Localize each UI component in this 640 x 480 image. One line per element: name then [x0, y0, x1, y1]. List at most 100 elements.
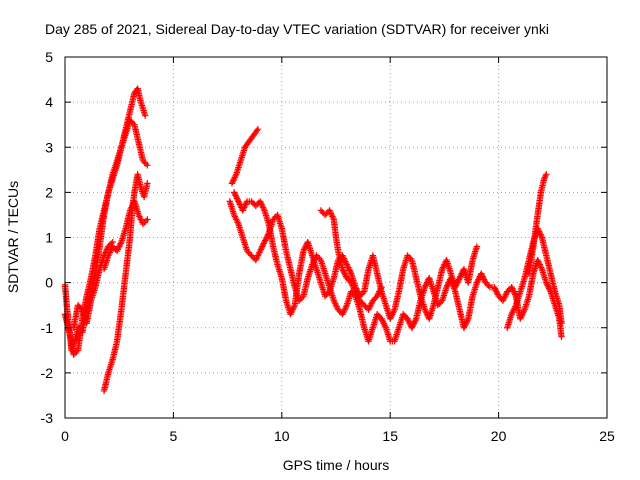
data-point [288, 308, 296, 315]
data-point [329, 214, 337, 222]
series-arc-d [100, 198, 151, 273]
grid-lines [65, 57, 607, 418]
data-point [482, 279, 489, 286]
data-point [411, 318, 418, 325]
data-point [518, 312, 525, 319]
data-point [259, 243, 266, 250]
data-point [334, 306, 342, 313]
data-point [460, 324, 468, 331]
chart-title: Day 285 of 2021, Sidereal Day-to-day VTE… [45, 21, 549, 37]
data-point [439, 265, 446, 273]
data-point [353, 289, 360, 297]
data-point [230, 177, 237, 184]
series-arc-f [228, 126, 262, 187]
data-point [101, 250, 108, 258]
data-point [464, 317, 471, 324]
data-point [421, 306, 429, 313]
data-point [333, 303, 340, 310]
data-point [405, 318, 413, 325]
data-point [116, 243, 123, 250]
data-point [510, 288, 517, 295]
data-point [344, 262, 351, 270]
data-point [254, 253, 261, 261]
data-point [232, 214, 239, 222]
data-point [346, 267, 353, 274]
data-point [422, 308, 429, 315]
data-point [141, 219, 148, 226]
data-point [142, 112, 149, 119]
data-point [463, 318, 471, 325]
data-point [483, 280, 491, 288]
data-point [137, 216, 145, 223]
data-point [71, 350, 79, 357]
data-point [102, 247, 110, 255]
series-arc-h [230, 189, 481, 322]
data-point [512, 303, 519, 310]
data-point [519, 309, 527, 316]
data-point [480, 276, 488, 283]
data-point [368, 300, 375, 307]
data-point [509, 286, 517, 294]
data-point [534, 256, 541, 264]
data-point [491, 285, 499, 292]
data-point [108, 240, 115, 247]
data-point [354, 292, 361, 300]
data-point [100, 252, 108, 259]
data-point [241, 204, 248, 211]
data-point [378, 283, 385, 291]
data-point [504, 288, 511, 295]
data-point [252, 256, 259, 264]
data-point [233, 193, 240, 201]
axis-ticks [64, 56, 608, 419]
data-point [126, 116, 134, 124]
data-point [541, 174, 549, 181]
data-point [248, 252, 255, 259]
data-point [508, 283, 515, 291]
data-point [70, 351, 77, 359]
data-point [353, 291, 361, 298]
data-point [491, 283, 498, 291]
data-point [355, 294, 362, 301]
data-point [543, 279, 550, 286]
data-point [243, 199, 250, 207]
data-point [232, 172, 239, 180]
series-arc-i [317, 207, 385, 313]
data-point [264, 232, 271, 240]
data-point [519, 311, 526, 318]
y-tick-label: 5 [45, 49, 53, 65]
data-point [144, 162, 151, 169]
data-point [381, 323, 389, 330]
data-point [126, 207, 134, 214]
data-point [343, 274, 351, 282]
data-point [261, 238, 268, 246]
data-point [139, 157, 147, 164]
x-tick-label: 20 [491, 428, 507, 444]
x-tick-label: 5 [170, 428, 178, 444]
data-point [456, 274, 463, 282]
data-point [260, 240, 267, 247]
data-point [253, 255, 260, 262]
data-point [254, 126, 262, 133]
data-point [234, 196, 241, 204]
data-point [331, 298, 338, 306]
data-point [345, 265, 353, 273]
data-point [356, 297, 364, 304]
data-point [144, 216, 151, 223]
data-point [454, 277, 462, 285]
data-point [558, 320, 565, 327]
data-point [241, 202, 249, 210]
data-point [342, 258, 349, 265]
data-point [139, 220, 147, 228]
x-tick-label: 10 [274, 428, 290, 444]
data-point [381, 321, 388, 328]
data-point [538, 232, 545, 240]
data-point [511, 304, 518, 312]
data-point [423, 309, 430, 316]
data-point [462, 320, 470, 327]
data-point [508, 311, 515, 318]
data-point [400, 311, 407, 318]
data-point [510, 306, 517, 313]
data-point [455, 276, 463, 283]
data-point [259, 241, 267, 249]
